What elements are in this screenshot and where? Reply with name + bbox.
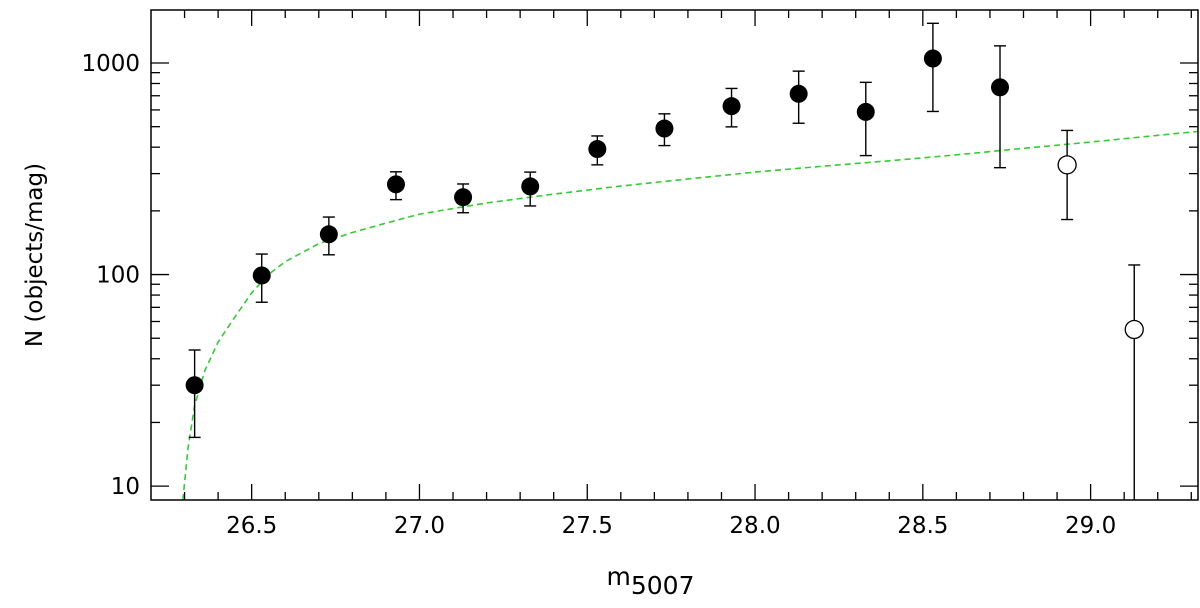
data-point [588, 140, 607, 159]
plot-frame [150, 9, 1199, 501]
data-point [789, 84, 808, 103]
x-tick-label: 28.5 [897, 513, 948, 539]
data-point [722, 97, 741, 116]
x-tick-label: 27.0 [394, 513, 445, 539]
data-point [923, 49, 942, 68]
x-tick-label: 29.0 [1065, 513, 1116, 539]
x-axis-label: m5007 [607, 562, 695, 600]
data-point [991, 78, 1010, 97]
data-point [856, 102, 875, 121]
data-point [521, 177, 540, 196]
data-point [655, 119, 674, 138]
data-point [252, 266, 271, 285]
fit-curve [182, 130, 1199, 501]
x-tick-label: 28.0 [729, 513, 780, 539]
data-point-open [1057, 155, 1077, 175]
data-point-open [1124, 319, 1144, 340]
data-points-layer [185, 22, 1144, 500]
y-tick-label: 100 [96, 263, 140, 289]
axes-layer: 26.5 27.0 27.5 28.0 28.5 29.0 10 100 1000 [81, 10, 1198, 539]
data-point [454, 188, 473, 207]
data-point [386, 175, 405, 194]
x-axis-label-main: m [607, 562, 631, 591]
y-tick-label: 10 [111, 474, 140, 500]
y-axis-label: N (objects/mag) [22, 163, 48, 347]
data-point [319, 225, 338, 244]
fit-curve-layer [182, 130, 1199, 501]
data-point [185, 376, 204, 395]
x-axis-label-subscript: 5007 [631, 571, 695, 600]
x-tick-label: 26.5 [226, 513, 277, 539]
x-tick-label: 27.5 [562, 513, 613, 539]
y-tick-label: 1000 [81, 51, 140, 77]
